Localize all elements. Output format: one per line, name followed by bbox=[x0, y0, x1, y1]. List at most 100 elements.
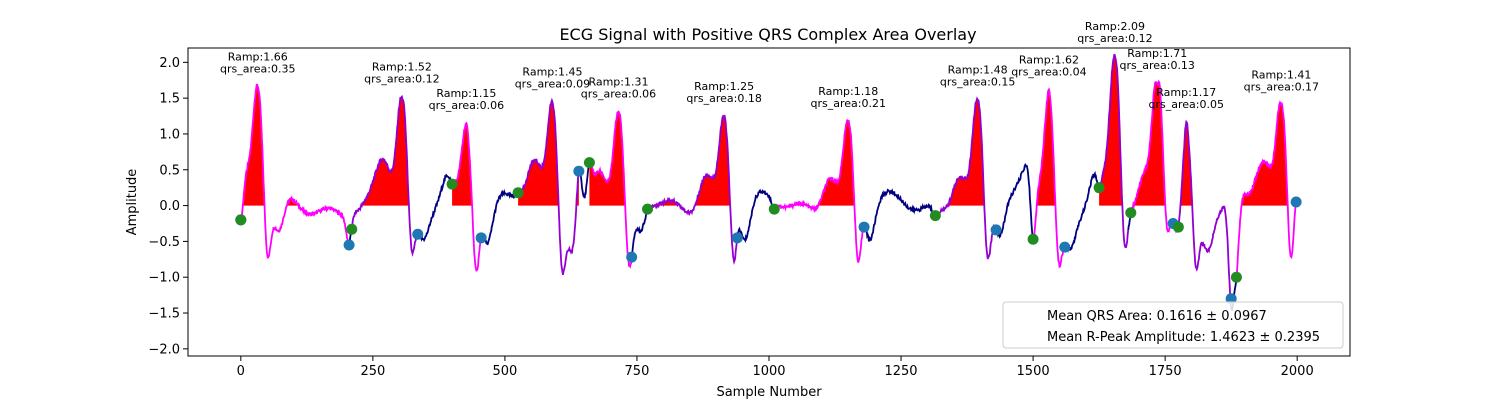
qrs-area-fill bbox=[774, 119, 865, 206]
y-tick-label: 2.0 bbox=[159, 56, 180, 71]
qrs-onset-marker bbox=[731, 232, 743, 244]
x-axis-label: Sample Number bbox=[716, 385, 822, 400]
qrs-area-fill bbox=[647, 115, 738, 206]
x-tick-label: 2000 bbox=[1281, 364, 1314, 379]
y-axis: −2.0 −1.5 −1.0 −0.5 0.0 0.5 1.0 1.5 2.0 bbox=[148, 56, 188, 357]
legend-entry-mean-r-peak-amplitude: Mean R-Peak Amplitude: 1.4623 ± 0.2395 bbox=[1047, 330, 1320, 345]
ecg-signal-beat-segment bbox=[1098, 53, 1130, 249]
annotation-ramp-label: Ramp:1.31 bbox=[588, 76, 648, 89]
qrs-offset-marker bbox=[1125, 207, 1137, 219]
x-tick-label: 250 bbox=[360, 364, 385, 379]
y-axis-label: Amplitude bbox=[125, 169, 140, 236]
qrs-offset-marker bbox=[929, 210, 941, 222]
qrs-area-fill bbox=[240, 84, 350, 206]
x-tick-label: 1750 bbox=[1149, 364, 1182, 379]
qrs-onset-marker bbox=[858, 221, 870, 233]
qrs-onset-marker bbox=[626, 251, 638, 263]
annotation-qrs-area-label: qrs_area:0.04 bbox=[1011, 66, 1086, 79]
y-tick-label: 0.5 bbox=[159, 163, 180, 178]
qrs-area-fill bbox=[1099, 54, 1129, 206]
ecg-signal-beat-segment bbox=[588, 110, 633, 270]
ecg-signal-baseline-segment bbox=[995, 162, 1034, 240]
annotation-qrs-area-label: qrs_area:0.06 bbox=[581, 88, 656, 101]
annotation-ramp-label: Ramp:2.09 bbox=[1085, 20, 1145, 33]
annotation-ramp-label: Ramp:1.45 bbox=[522, 66, 582, 79]
annotation-qrs-area-label: qrs_area:0.35 bbox=[220, 63, 295, 76]
annotation-qrs-area-label: qrs_area:0.18 bbox=[686, 92, 761, 105]
annotation-ramp-label: Ramp:1.62 bbox=[1019, 54, 1079, 67]
qrs-offset-marker bbox=[235, 214, 247, 226]
qrs-offset-marker bbox=[346, 223, 358, 235]
x-tick-label: 1250 bbox=[884, 364, 917, 379]
qrs-offset-marker bbox=[1093, 182, 1105, 194]
y-tick-label: −1.5 bbox=[148, 307, 180, 322]
y-tick-label: 0.0 bbox=[159, 199, 180, 214]
annotation-ramp-label: Ramp:1.52 bbox=[372, 61, 432, 74]
annotation-ramp-label: Ramp:1.17 bbox=[1156, 86, 1216, 99]
qrs-offset-marker bbox=[1230, 271, 1242, 283]
ecg-signal-baseline-segment bbox=[863, 188, 937, 242]
qrs-offset-marker bbox=[1027, 233, 1039, 245]
annotation-qrs-area-label: qrs_area:0.13 bbox=[1119, 59, 1194, 72]
ecg-signal-beat-segment bbox=[1177, 119, 1233, 309]
qrs-area-fill bbox=[1178, 121, 1232, 206]
annotation-ramp-label: Ramp:1.25 bbox=[694, 80, 754, 93]
legend: Mean QRS Area: 0.1616 ± 0.0967 Mean R-Pe… bbox=[1002, 301, 1344, 349]
x-axis: 0 250 500 750 1000 1250 1500 1750 2000 bbox=[237, 356, 1314, 379]
y-tick-label: −0.5 bbox=[148, 235, 180, 250]
annotation-ramp-label: Ramp:1.41 bbox=[1251, 69, 1311, 82]
annotation-ramp-label: Ramp:1.66 bbox=[228, 51, 288, 64]
x-tick-label: 500 bbox=[492, 364, 517, 379]
ecg-signal-beat-segment bbox=[1235, 100, 1297, 278]
qrs-area-fill bbox=[1130, 81, 1174, 206]
qrs-onset-marker bbox=[1290, 196, 1302, 208]
x-tick-label: 1500 bbox=[1017, 364, 1050, 379]
qrs-offset-marker bbox=[583, 157, 595, 169]
y-tick-label: −2.0 bbox=[148, 342, 180, 357]
annotation-qrs-area-label: qrs_area:0.05 bbox=[1149, 98, 1224, 111]
annotation-qrs-area-label: qrs_area:0.15 bbox=[940, 76, 1015, 89]
qrs-onset-marker bbox=[573, 165, 585, 177]
annotation-ramp-label: Ramp:1.71 bbox=[1127, 47, 1187, 60]
y-tick-label: 1.5 bbox=[159, 92, 180, 107]
ecg-signal-baseline-segment bbox=[736, 188, 776, 244]
qrs-offset-marker bbox=[1172, 221, 1184, 233]
ecg-signal-baseline-segment bbox=[630, 208, 649, 258]
annotation-qrs-area-label: qrs_area:0.21 bbox=[810, 97, 885, 110]
ecg-signal-beat-segment bbox=[934, 96, 997, 260]
qrs-onset-marker bbox=[1225, 293, 1237, 305]
ecg-signal-baseline-segment bbox=[1063, 170, 1100, 253]
y-tick-label: 1.0 bbox=[159, 127, 180, 142]
qrs-area-fill bbox=[1236, 103, 1297, 206]
annotation-ramp-label: Ramp:1.48 bbox=[948, 64, 1008, 77]
qrs-offset-marker bbox=[642, 203, 654, 215]
ecg-signal-beat-segment bbox=[350, 94, 419, 257]
ecg-signal-beat-segment bbox=[646, 114, 739, 266]
qrs-onset-marker bbox=[343, 239, 355, 251]
y-tick-label: −1.0 bbox=[148, 271, 180, 286]
annotation-ramp-label: Ramp:1.15 bbox=[436, 87, 496, 100]
qrs-area-fill bbox=[351, 96, 418, 206]
annotation-qrs-area-label: qrs_area:0.12 bbox=[1077, 32, 1152, 45]
ecg-signal-beat-segment bbox=[1032, 87, 1066, 269]
x-tick-label: 0 bbox=[237, 364, 245, 379]
ecg-signal-beat-segment bbox=[517, 97, 580, 275]
qrs-offset-marker bbox=[768, 203, 780, 215]
annotation-qrs-area-label: qrs_area:0.12 bbox=[364, 73, 439, 86]
x-tick-label: 1000 bbox=[752, 364, 785, 379]
legend-box bbox=[1002, 301, 1344, 349]
ecg-signal-beat-segment bbox=[1129, 79, 1174, 233]
x-tick-label: 750 bbox=[625, 364, 650, 379]
qrs-onset-marker bbox=[475, 232, 487, 244]
